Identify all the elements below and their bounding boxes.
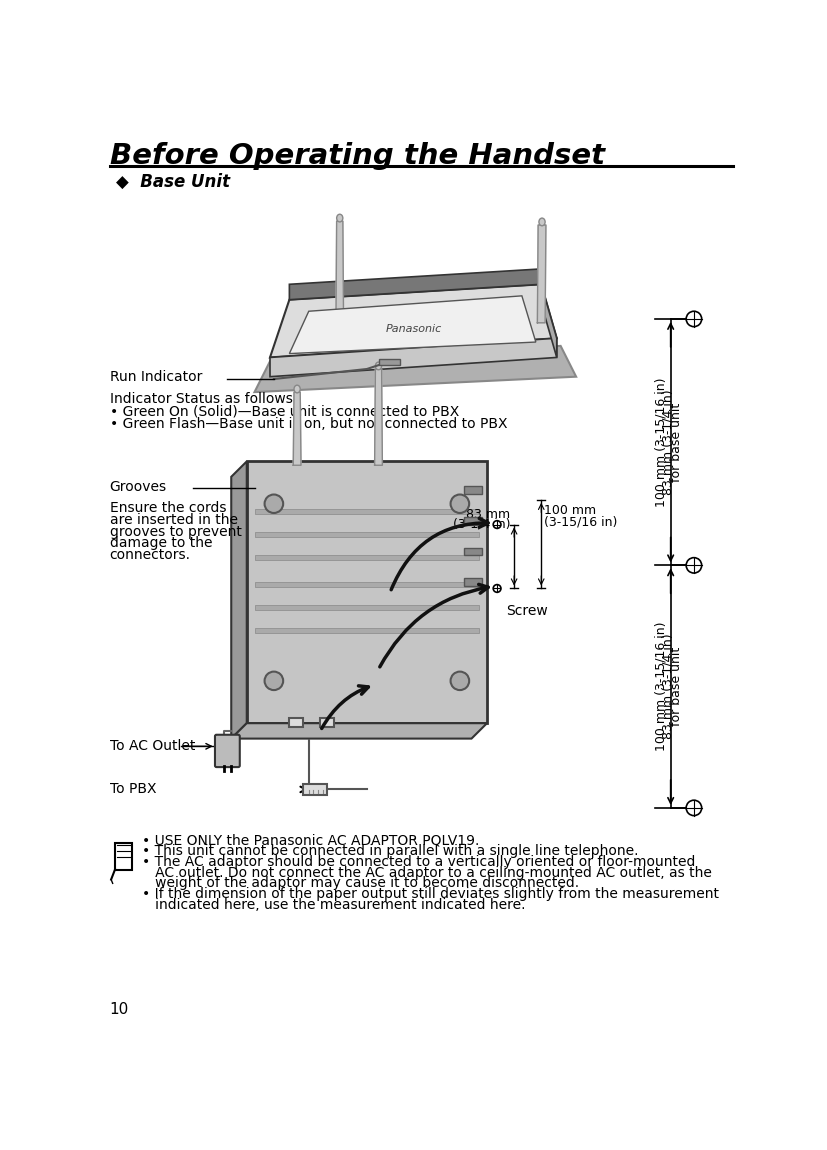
- Text: To AC Outlet: To AC Outlet: [109, 739, 195, 753]
- Ellipse shape: [294, 385, 300, 393]
- Text: 83 mm (3-1/4 in): 83 mm (3-1/4 in): [662, 390, 675, 494]
- Polygon shape: [538, 225, 546, 323]
- Polygon shape: [255, 346, 576, 392]
- FancyBboxPatch shape: [246, 461, 487, 723]
- Circle shape: [451, 494, 469, 513]
- Polygon shape: [232, 461, 246, 738]
- Bar: [464, 547, 482, 555]
- Polygon shape: [336, 221, 344, 335]
- Text: • Green On (Solid)—Base unit is connected to PBX: • Green On (Solid)—Base unit is connecte…: [109, 405, 459, 419]
- Circle shape: [451, 672, 469, 690]
- Bar: [255, 555, 480, 560]
- Text: for base unit: for base unit: [670, 647, 682, 727]
- Polygon shape: [270, 284, 557, 358]
- Bar: [464, 516, 482, 524]
- Circle shape: [265, 494, 283, 513]
- Text: Ensure the cords: Ensure the cords: [109, 501, 226, 515]
- Text: 100 mm (3-15/16 in): 100 mm (3-15/16 in): [655, 622, 668, 751]
- Text: weight of the adaptor may cause it to become disconnected.: weight of the adaptor may cause it to be…: [142, 876, 579, 890]
- Text: • Green Flash—Base unit is on, but not connected to PBX: • Green Flash—Base unit is on, but not c…: [109, 416, 507, 431]
- Text: Panasonic: Panasonic: [385, 324, 442, 333]
- Circle shape: [265, 672, 283, 690]
- Polygon shape: [270, 338, 557, 377]
- Text: Indicator Status as follows:: Indicator Status as follows:: [109, 392, 297, 406]
- Ellipse shape: [337, 214, 343, 222]
- Text: To PBX: To PBX: [109, 782, 156, 797]
- Polygon shape: [232, 723, 487, 738]
- Text: 10: 10: [109, 1003, 129, 1018]
- Bar: [255, 532, 480, 537]
- Bar: [464, 578, 482, 586]
- Polygon shape: [541, 284, 557, 358]
- Text: connectors.: connectors.: [109, 547, 190, 561]
- Text: for base unit: for base unit: [670, 402, 682, 482]
- Text: are inserted in the: are inserted in the: [109, 513, 237, 527]
- Ellipse shape: [375, 362, 381, 370]
- Text: Screw: Screw: [506, 604, 548, 618]
- Bar: [289, 718, 304, 727]
- Text: • USE ONLY the Panasonic AC ADAPTOR PQLV19.: • USE ONLY the Panasonic AC ADAPTOR PQLV…: [142, 834, 480, 848]
- Text: • If the dimension of the paper output still deviates slightly from the measurem: • If the dimension of the paper output s…: [142, 887, 719, 902]
- Bar: [320, 718, 334, 727]
- Bar: [379, 359, 400, 366]
- Bar: [255, 605, 480, 610]
- Text: Grooves: Grooves: [109, 480, 167, 493]
- Polygon shape: [375, 369, 382, 466]
- Circle shape: [686, 312, 701, 327]
- Text: 100 mm (3-15/16 in): 100 mm (3-15/16 in): [655, 377, 668, 507]
- Circle shape: [493, 584, 501, 592]
- Text: • The AC adaptor should be connected to a vertically oriented or floor-mounted: • The AC adaptor should be connected to …: [142, 854, 696, 869]
- Circle shape: [686, 800, 701, 815]
- Bar: [255, 629, 480, 634]
- Text: damage to the: damage to the: [109, 536, 212, 550]
- Circle shape: [686, 558, 701, 573]
- Text: • This unit cannot be connected in parallel with a single line telephone.: • This unit cannot be connected in paral…: [142, 844, 638, 858]
- Ellipse shape: [539, 218, 545, 225]
- Text: ◆  Base Unit: ◆ Base Unit: [116, 172, 230, 191]
- Polygon shape: [289, 269, 541, 300]
- Polygon shape: [294, 392, 301, 466]
- Text: 83 mm: 83 mm: [466, 507, 510, 521]
- Text: 100 mm: 100 mm: [543, 504, 595, 516]
- FancyBboxPatch shape: [215, 735, 240, 767]
- Text: grooves to prevent: grooves to prevent: [109, 524, 241, 538]
- FancyBboxPatch shape: [304, 784, 327, 795]
- Text: (3-1/4 in): (3-1/4 in): [452, 518, 510, 530]
- Text: 83 mm (3-1/4 in): 83 mm (3-1/4 in): [662, 634, 675, 739]
- Bar: [464, 486, 482, 493]
- Text: Run Indicator: Run Indicator: [109, 369, 202, 384]
- Text: (3-15/16 in): (3-15/16 in): [543, 515, 617, 528]
- Text: Before Operating the Handset: Before Operating the Handset: [109, 141, 605, 170]
- Text: AC outlet. Do not connect the AC adaptor to a ceiling-mounted AC outlet, as the: AC outlet. Do not connect the AC adaptor…: [142, 866, 712, 880]
- Bar: [255, 582, 480, 586]
- Bar: [255, 509, 480, 514]
- FancyBboxPatch shape: [115, 843, 132, 869]
- Text: indicated here, use the measurement indicated here.: indicated here, use the measurement indi…: [142, 898, 526, 912]
- Circle shape: [493, 521, 501, 528]
- Polygon shape: [289, 296, 536, 353]
